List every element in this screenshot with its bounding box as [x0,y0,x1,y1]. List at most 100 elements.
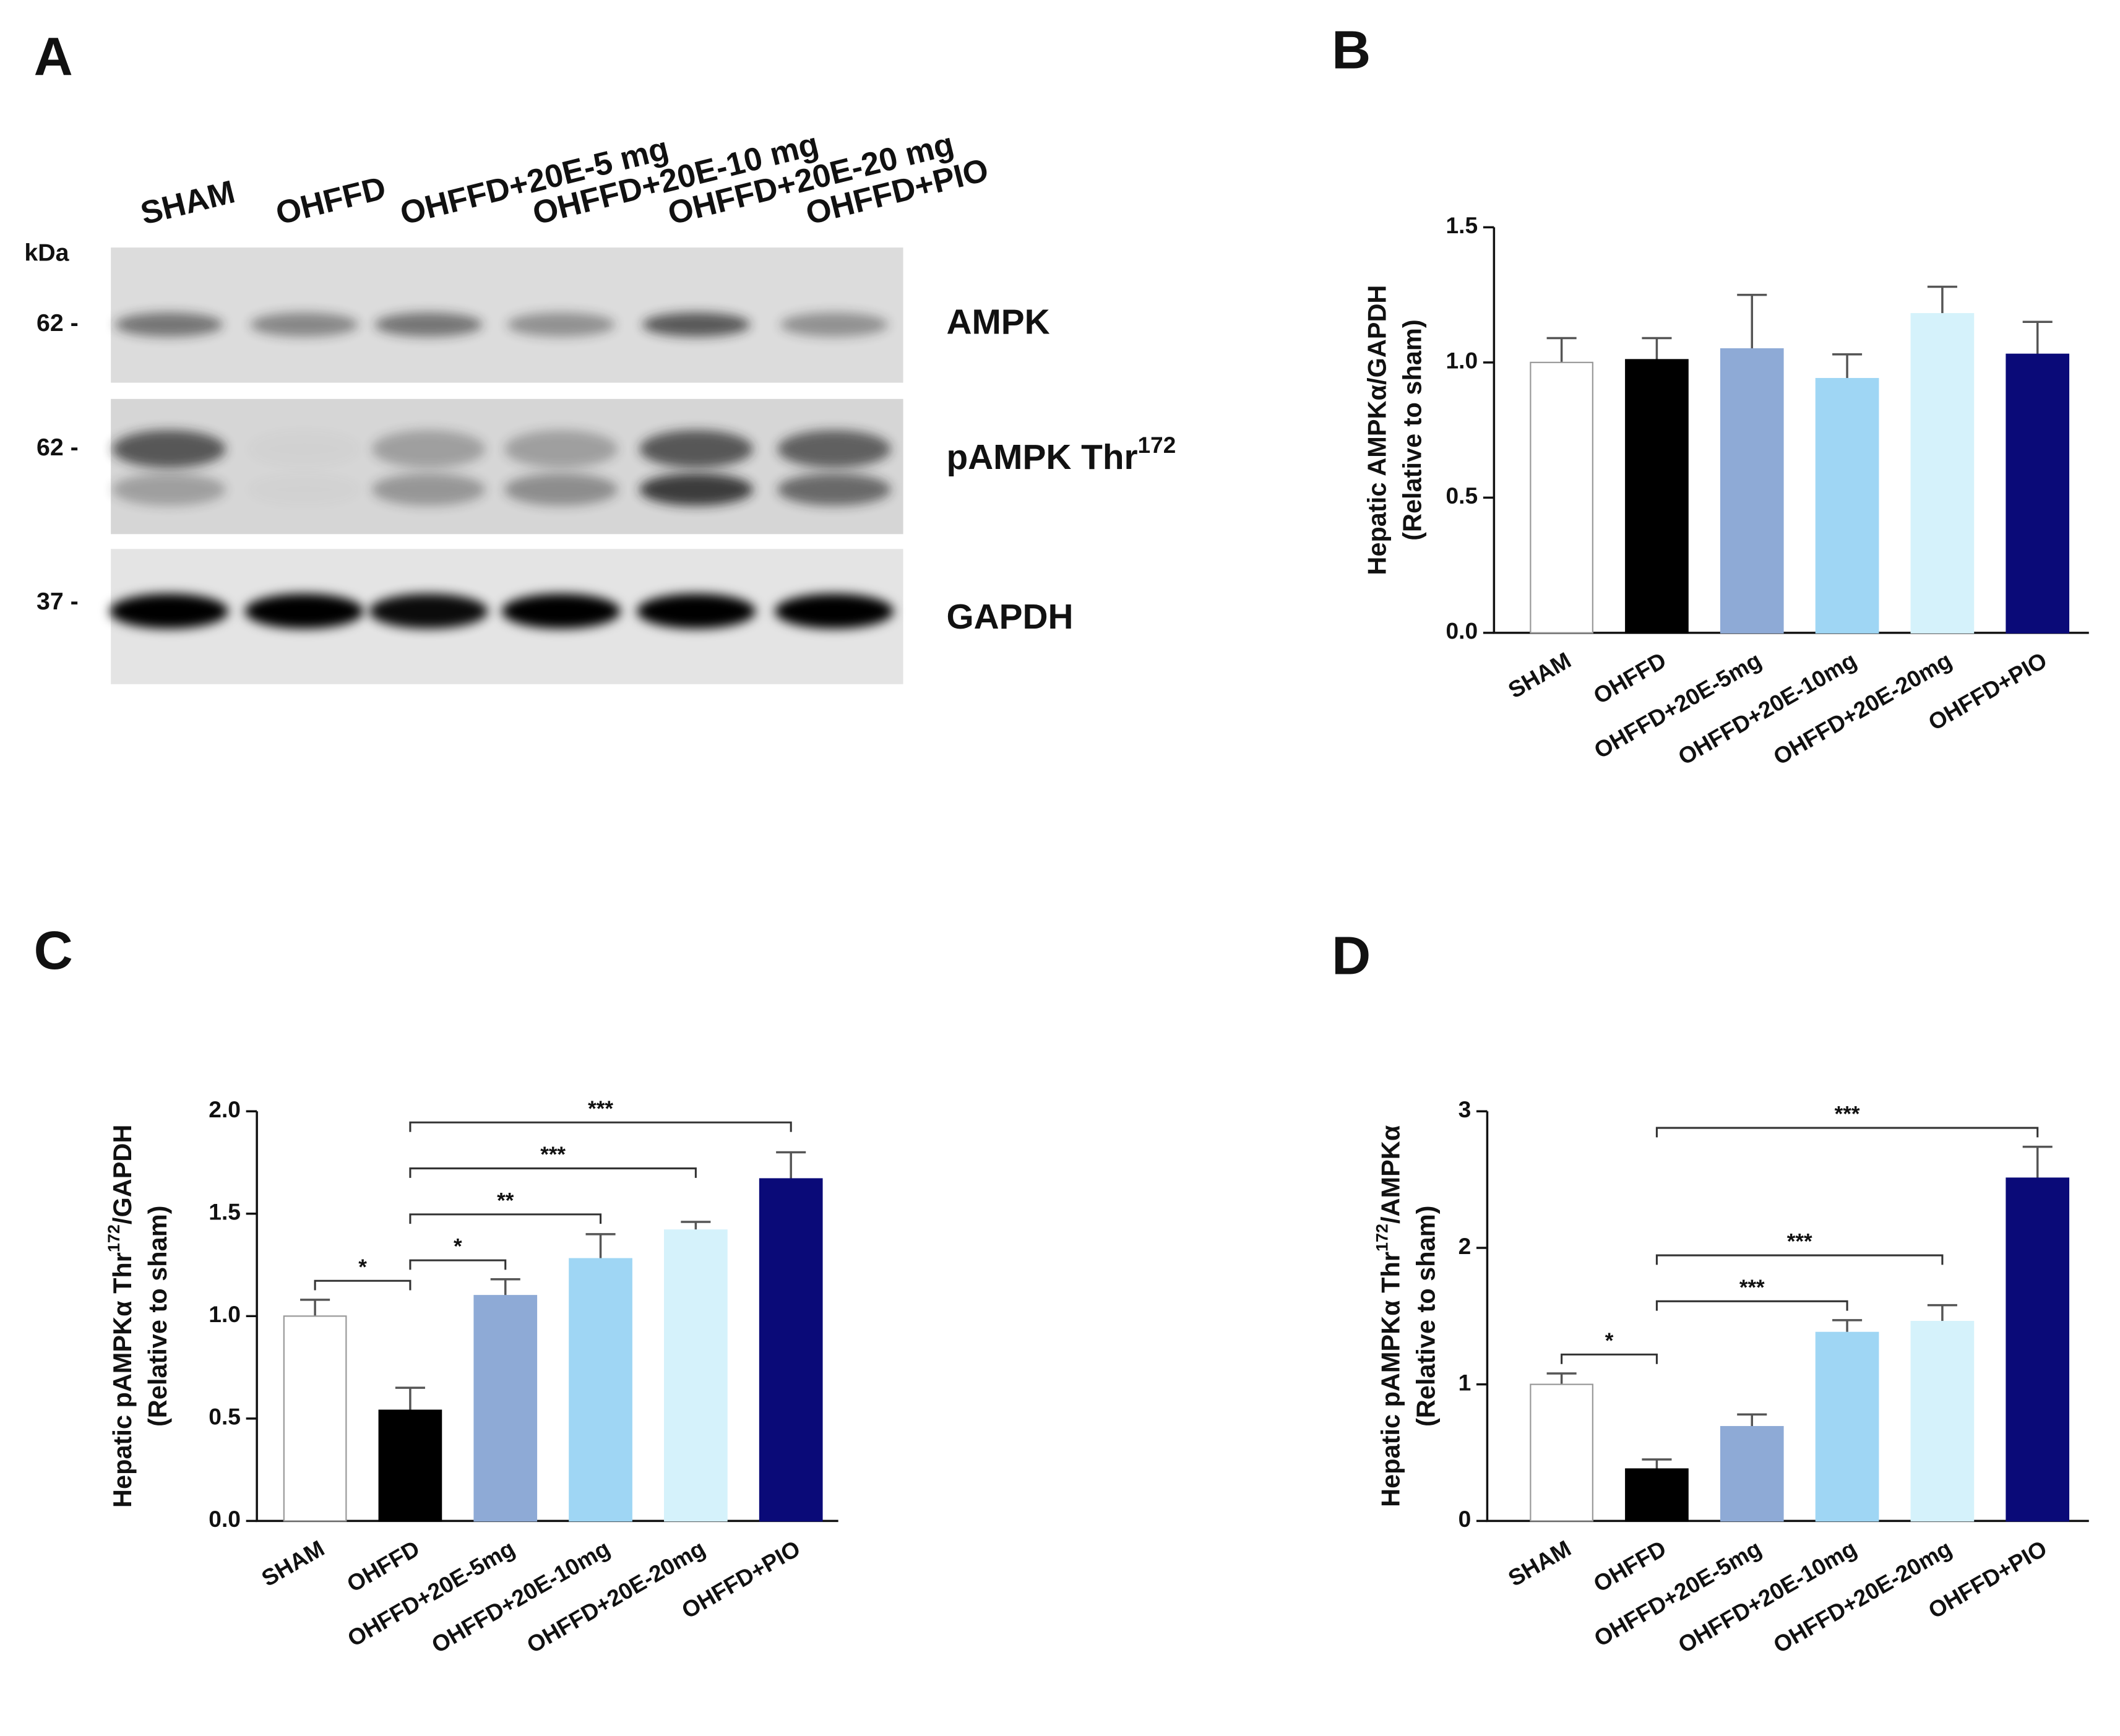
panel-label: A [34,27,73,87]
bar [1625,359,1689,634]
blot-membrane [111,398,903,535]
superscript: 172 [105,1224,123,1252]
x-tick-label: OHFFD+20E-20mg [1769,1535,1956,1658]
y-tick-label: 2.0 [209,1096,241,1122]
text-part: AMPK [946,303,1049,342]
band [112,430,226,468]
y-tick-label: 0 [1459,1506,1472,1532]
significance-bracket [409,1167,697,1178]
significance-label: *** [588,1097,613,1121]
marker-label: 62 - [37,309,79,337]
y-axis-title: Hepatic AMPKα/GAPDH [1363,285,1392,575]
kda-label: kDa [24,239,69,266]
bar [759,1178,823,1522]
text-part: Hepatic pAMPKα Thr [1376,1252,1405,1507]
y-tick-label: 0.0 [209,1506,241,1532]
bar [1720,348,1784,634]
y-tick-label: 0.5 [209,1404,241,1430]
bar [1530,1383,1593,1522]
marker-label: 62 - [37,434,79,461]
y-tick-label: 1.0 [209,1301,241,1327]
band [774,593,894,629]
superscript: 172 [1138,432,1176,458]
significance-bracket [1655,1300,1848,1311]
band [371,473,486,506]
panel-label: D [1332,926,1371,986]
x-tick-label: OHFFD [342,1535,424,1597]
x-tick-label: SHAM [257,1535,329,1591]
significance-bracket [1655,1127,2039,1138]
bar [1815,377,1879,634]
protein-label: pAMPK Thr172 [946,432,1176,477]
significance-label: * [454,1235,462,1259]
band [248,473,361,505]
y-tick-label: 0.0 [1446,618,1478,644]
x-tick-label: SHAM [1504,1535,1575,1591]
band [507,312,616,337]
bar [1910,1321,1975,1522]
text-part: Hepatic AMPKα/GAPDH [1363,285,1392,575]
y-tick-label: 3 [1459,1096,1472,1122]
y-axis-title: (Relative to sham) [1397,319,1426,540]
band [371,430,486,468]
band [780,312,889,337]
y-tick-label: 1.0 [1446,348,1478,374]
significance-label: * [1605,1329,1614,1353]
band [777,473,891,506]
x-tick-label: OHFFD+20E-20mg [1769,647,1956,770]
text-part: Hepatic pAMPKα Thr [108,1252,137,1508]
bar [283,1315,347,1522]
band [112,473,226,506]
band [777,430,891,468]
protein-label: GAPDH [946,598,1073,637]
bar [664,1229,728,1522]
y-axis-title: Hepatic pAMPKα Thr172/GAPDH [105,1125,137,1508]
text-part: pAMPK Thr [946,438,1137,477]
bar [569,1258,632,1522]
superscript: 172 [1373,1224,1392,1252]
bar [2006,353,2070,634]
y-tick-label: 2 [1459,1233,1472,1259]
panel-label: B [1332,20,1371,80]
significance-label: *** [1739,1276,1765,1300]
bar [473,1295,538,1522]
y-tick-label: 1.5 [209,1199,241,1225]
significance-bracket [1561,1353,1658,1364]
significance-bracket [1655,1254,1944,1265]
band [374,312,483,337]
bar [378,1409,442,1522]
x-tick-label: OHFFD [1589,1535,1671,1597]
significance-bracket [314,1279,412,1291]
marker-label: 37 - [37,588,79,615]
y-axis-title: Hepatic pAMPKα Thr172/AMPKα [1373,1125,1405,1507]
significance-bracket [409,1213,602,1224]
band [637,593,756,629]
significance-label: *** [540,1143,566,1167]
band [504,473,618,506]
x-tick-label: OHFFD+20E-10mg [1674,1535,1861,1658]
significance-bracket [409,1121,792,1132]
band [504,430,618,468]
x-tick-label: OHFFD [1589,647,1671,709]
protein-label: AMPK [946,303,1049,342]
bar [1720,1425,1784,1522]
bar [1815,1331,1879,1522]
bar [1910,313,1975,634]
text-part: /AMPKα [1376,1125,1405,1224]
text-part: GAPDH [946,598,1073,637]
significance-label: * [358,1255,367,1279]
x-tick-label: OHFFD+20E-10mg [427,1535,614,1658]
y-tick-label: 0.5 [1446,483,1478,509]
x-tick-label: OHFFD+20E-10mg [1674,647,1861,770]
significance-label: *** [1835,1102,1860,1127]
band [501,593,621,629]
significance-label: *** [1787,1230,1812,1254]
band [114,312,223,337]
x-tick-label: OHFFD+20E-20mg [522,1535,709,1658]
panel-label: C [34,920,73,981]
significance-label: ** [497,1188,514,1213]
lane-label: OHFFD [272,170,389,232]
band [639,430,754,468]
significance-bracket [409,1259,507,1270]
blot-membrane [111,247,903,383]
